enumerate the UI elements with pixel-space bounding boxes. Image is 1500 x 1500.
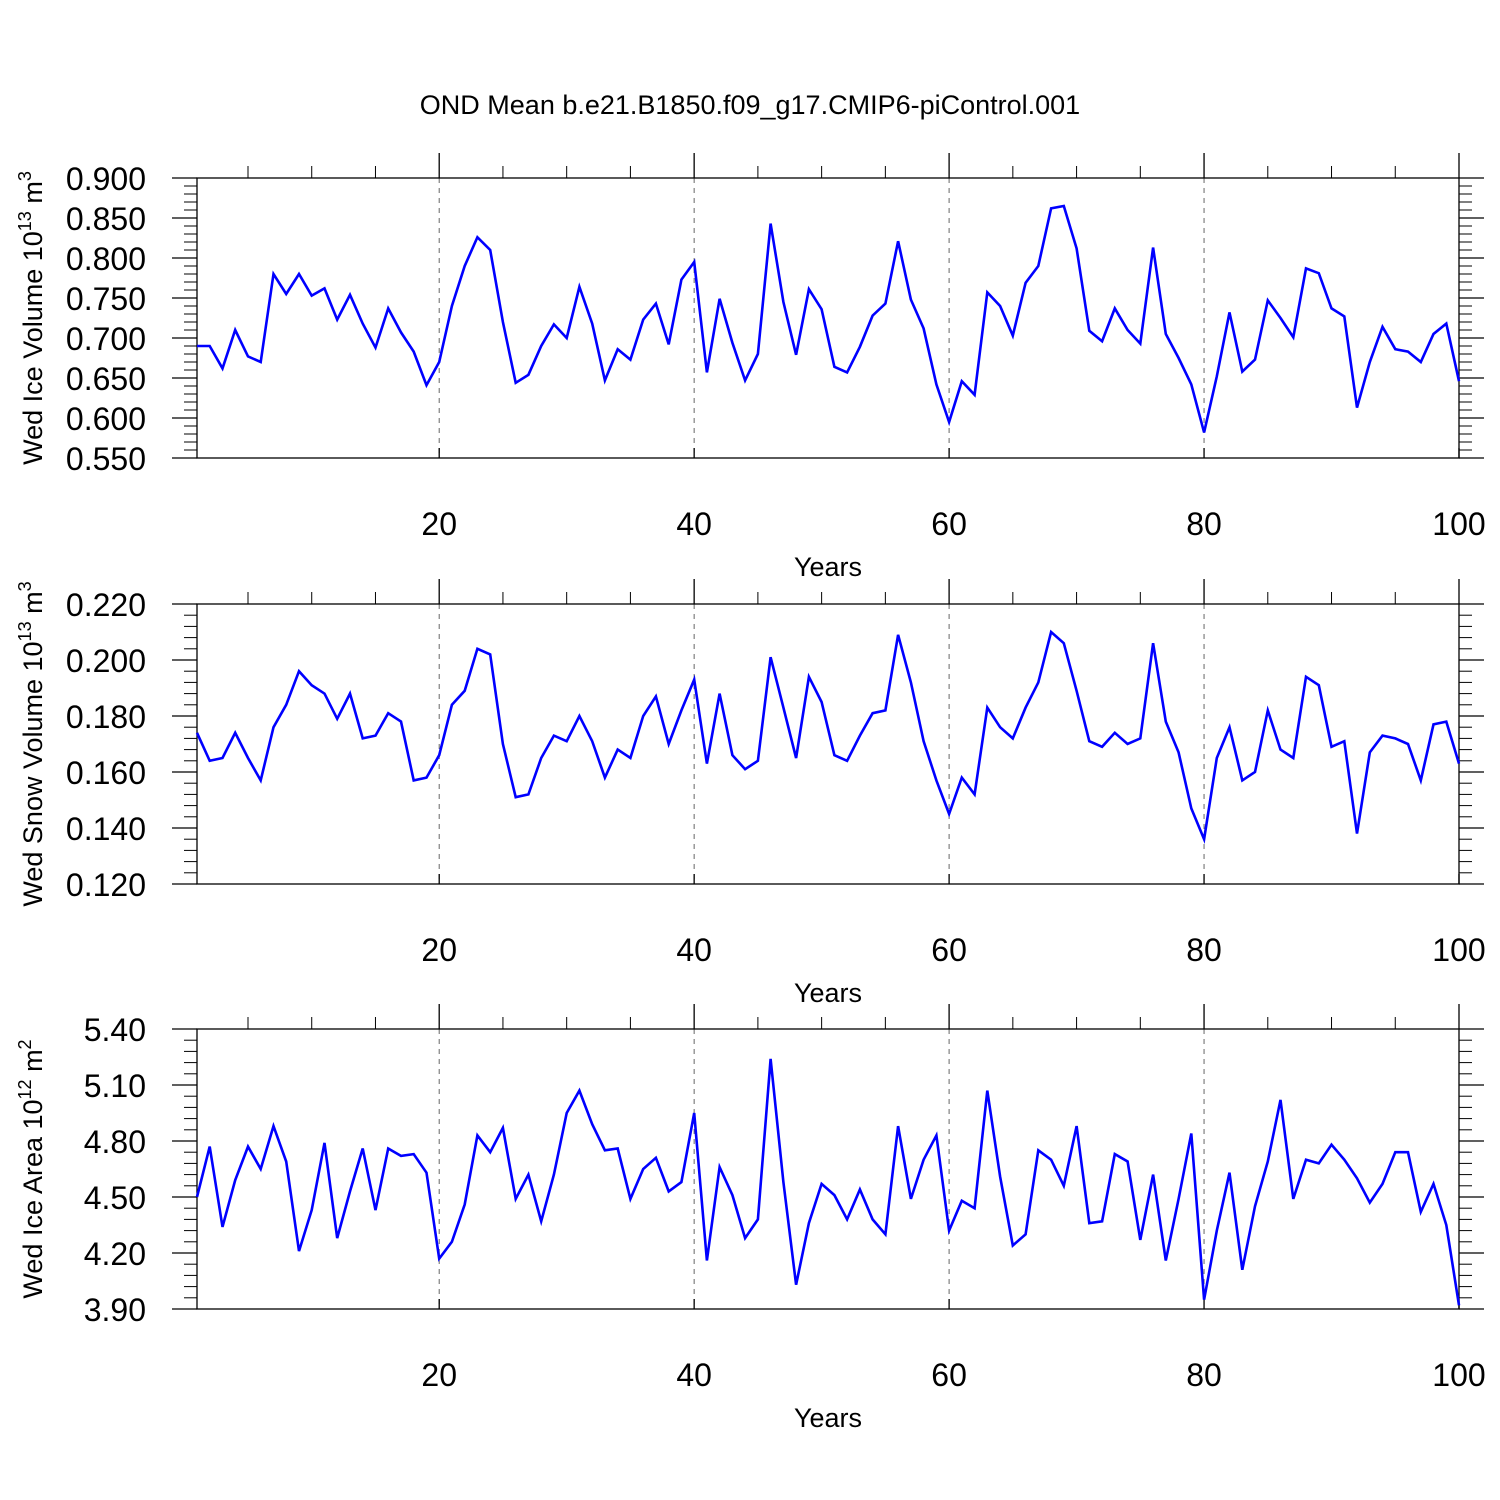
y-tick-label: 0.600 — [66, 401, 146, 437]
y-tick-label: 0.160 — [66, 755, 146, 791]
plot-frame — [196, 177, 1460, 459]
y-tick-label: 0.700 — [66, 321, 146, 357]
figure-title: OND Mean b.e21.B1850.f09_g17.CMIP6-piCon… — [420, 90, 1080, 120]
x-tick-label: 60 — [931, 506, 967, 542]
y-tick-label: 5.40 — [84, 1012, 146, 1048]
y-axis-label: Wed Ice Volume 1013 m3 — [15, 171, 48, 465]
x-tick-label: 20 — [421, 932, 457, 968]
series-line-1 — [195, 629, 1461, 844]
x-tick-label: 60 — [931, 932, 967, 968]
x-axis-label: Years — [794, 978, 862, 1008]
x-tick-label: 60 — [931, 1357, 967, 1393]
y-tick-label: 0.900 — [66, 161, 146, 197]
x-tick-label: 100 — [1432, 506, 1485, 542]
y-tick-label: 5.10 — [84, 1068, 146, 1104]
x-tick-label: 20 — [421, 1357, 457, 1393]
series-line-1 — [197, 204, 1461, 433]
y-tick-label: 4.50 — [84, 1180, 146, 1216]
x-tick-label: 80 — [1186, 506, 1222, 542]
y-tick-label: 4.80 — [84, 1124, 146, 1160]
panel-1: 0.550 0.600 0.650 0.700 0.750 0.800 0.850 0.900… — [15, 153, 1486, 582]
x-tick-label: 100 — [1432, 932, 1485, 968]
y-tick-label: 4.20 — [84, 1236, 146, 1272]
x-tick-label: 40 — [676, 1357, 712, 1393]
y-tick-label: 0.550 — [66, 441, 146, 477]
x-tick-label: 40 — [676, 506, 712, 542]
x-tick-label: 80 — [1186, 932, 1222, 968]
y-tick-label: 3.90 — [84, 1292, 146, 1328]
panel-3: 3.90 4.20 4.50 4.80 5.10 5.40 20 40 60 80 100 Years… — [15, 1004, 1486, 1433]
y-tick-label: 0.200 — [66, 643, 146, 679]
y-tick-label: 0.180 — [66, 699, 146, 735]
x-axis-label: Years — [794, 1403, 862, 1433]
y-tick-label: 0.220 — [66, 587, 146, 623]
y-tick-label: 0.800 — [66, 241, 146, 277]
y-tick-label: 0.120 — [66, 867, 146, 903]
y-tick-label: 0.750 — [66, 281, 146, 317]
x-tick-label: 80 — [1186, 1357, 1222, 1393]
x-tick-label: 40 — [676, 932, 712, 968]
y-tick-label: 0.850 — [66, 201, 146, 237]
panel-2: 0.120 0.140 0.160 0.180 0.200 0.220 20 40 60 80 10… — [15, 579, 1486, 1008]
x-tick-label: 100 — [1432, 1357, 1485, 1393]
x-axis-label: Years — [794, 552, 862, 582]
plot-frame — [196, 603, 1460, 885]
y-axis-label: Wed Snow Volume 1013 m3 — [15, 581, 48, 906]
y-tick-label: 0.650 — [66, 361, 146, 397]
x-tick-label: 20 — [421, 506, 457, 542]
plot-frame — [196, 1028, 1460, 1310]
series-line-1 — [195, 1058, 1461, 1306]
y-tick-label: 0.140 — [66, 811, 146, 847]
y-axis-label: Wed Ice Area 1012 m2 — [15, 1039, 48, 1298]
